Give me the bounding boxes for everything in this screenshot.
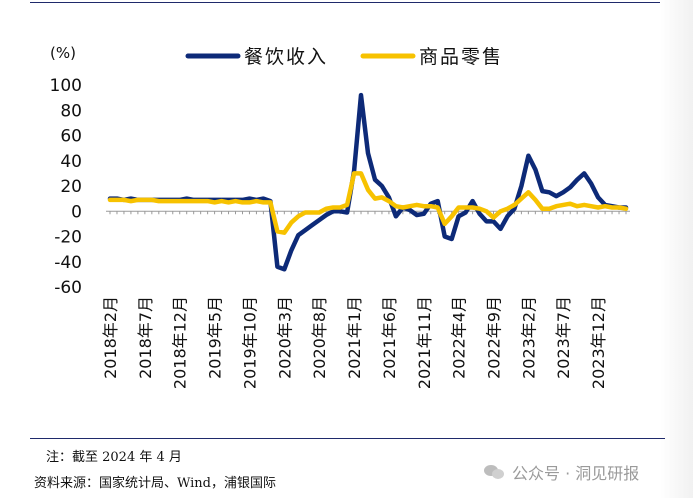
y-tick-label: 60: [60, 127, 82, 147]
wechat-icon: [484, 463, 506, 481]
x-tick-label: 2018年12月: [171, 296, 190, 389]
y-axis: (%) -60 -40 -20 0 20 40 60 80 100: [50, 44, 82, 298]
watermark: 公众号 · 洞见研报: [484, 460, 639, 484]
y-tick-label: 80: [60, 101, 82, 121]
top-rule: [30, 2, 665, 3]
series-group: [107, 92, 629, 272]
x-tick-label: 2019年5月: [206, 296, 225, 379]
x-tick-label: 2020年3月: [275, 296, 294, 379]
x-tick-label: 2023年2月: [519, 296, 538, 379]
y-tick-label: 20: [60, 177, 82, 197]
footer-rule: [30, 438, 665, 439]
series-line: [107, 92, 629, 272]
legend-label: 商品零售: [419, 46, 503, 68]
y-axis-label: (%): [50, 44, 76, 62]
x-axis: 2018年2月 2018年7月 2018年12月 2019年5月 2019年10月 202…: [101, 210, 630, 389]
x-tick-label: 2021年6月: [380, 296, 399, 379]
legend-label: 餐饮收入: [244, 46, 328, 68]
y-tick-label: -40: [54, 253, 82, 273]
x-tick-label: 2018年2月: [101, 296, 120, 379]
x-tick-label: 2019年10月: [240, 296, 259, 389]
x-tick-label: 2022年4月: [450, 296, 469, 379]
legend: 餐饮收入 商品零售: [185, 46, 503, 68]
x-tick-label: 2020年8月: [310, 296, 329, 379]
y-tick-label: -60: [54, 278, 82, 298]
x-tick-label: 2021年1月: [345, 296, 364, 379]
series-line: [107, 171, 629, 235]
watermark-text: 公众号 · 洞见研报: [512, 464, 640, 483]
x-tick-label: 2021年11月: [415, 296, 434, 389]
x-tick-label: 2023年7月: [554, 296, 573, 379]
y-tick-label: 40: [60, 152, 82, 172]
x-tick-label: 2018年7月: [136, 296, 155, 379]
note-text: 注：截至 2024 年 4 月: [46, 450, 182, 465]
y-tick-label: 100: [50, 76, 82, 96]
y-tick-label: -20: [54, 228, 82, 248]
y-tick-label: 0: [71, 202, 82, 222]
x-tick-label: 2023年12月: [589, 296, 608, 389]
side-shade: [660, 0, 693, 498]
source-text: 资料来源：国家统计局、Wind，浦银国际: [34, 476, 276, 491]
x-tick-label: 2022年9月: [485, 296, 504, 379]
